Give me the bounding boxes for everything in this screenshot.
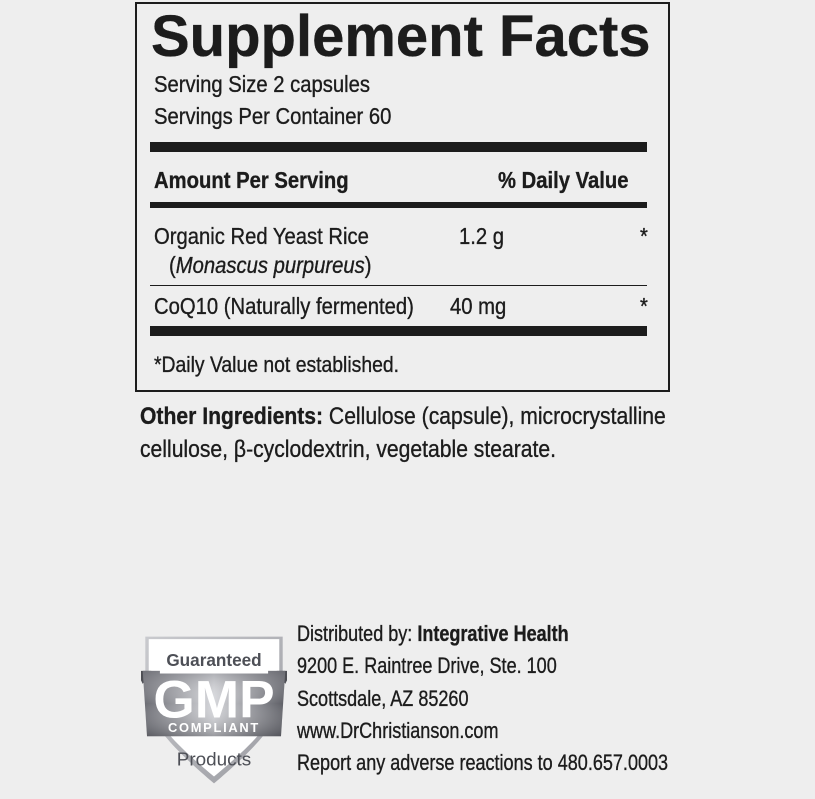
svg-text:Products: Products bbox=[177, 749, 252, 770]
svg-text:COMPLIANT: COMPLIANT bbox=[168, 720, 260, 735]
svg-text:Guaranteed: Guaranteed bbox=[166, 650, 261, 670]
